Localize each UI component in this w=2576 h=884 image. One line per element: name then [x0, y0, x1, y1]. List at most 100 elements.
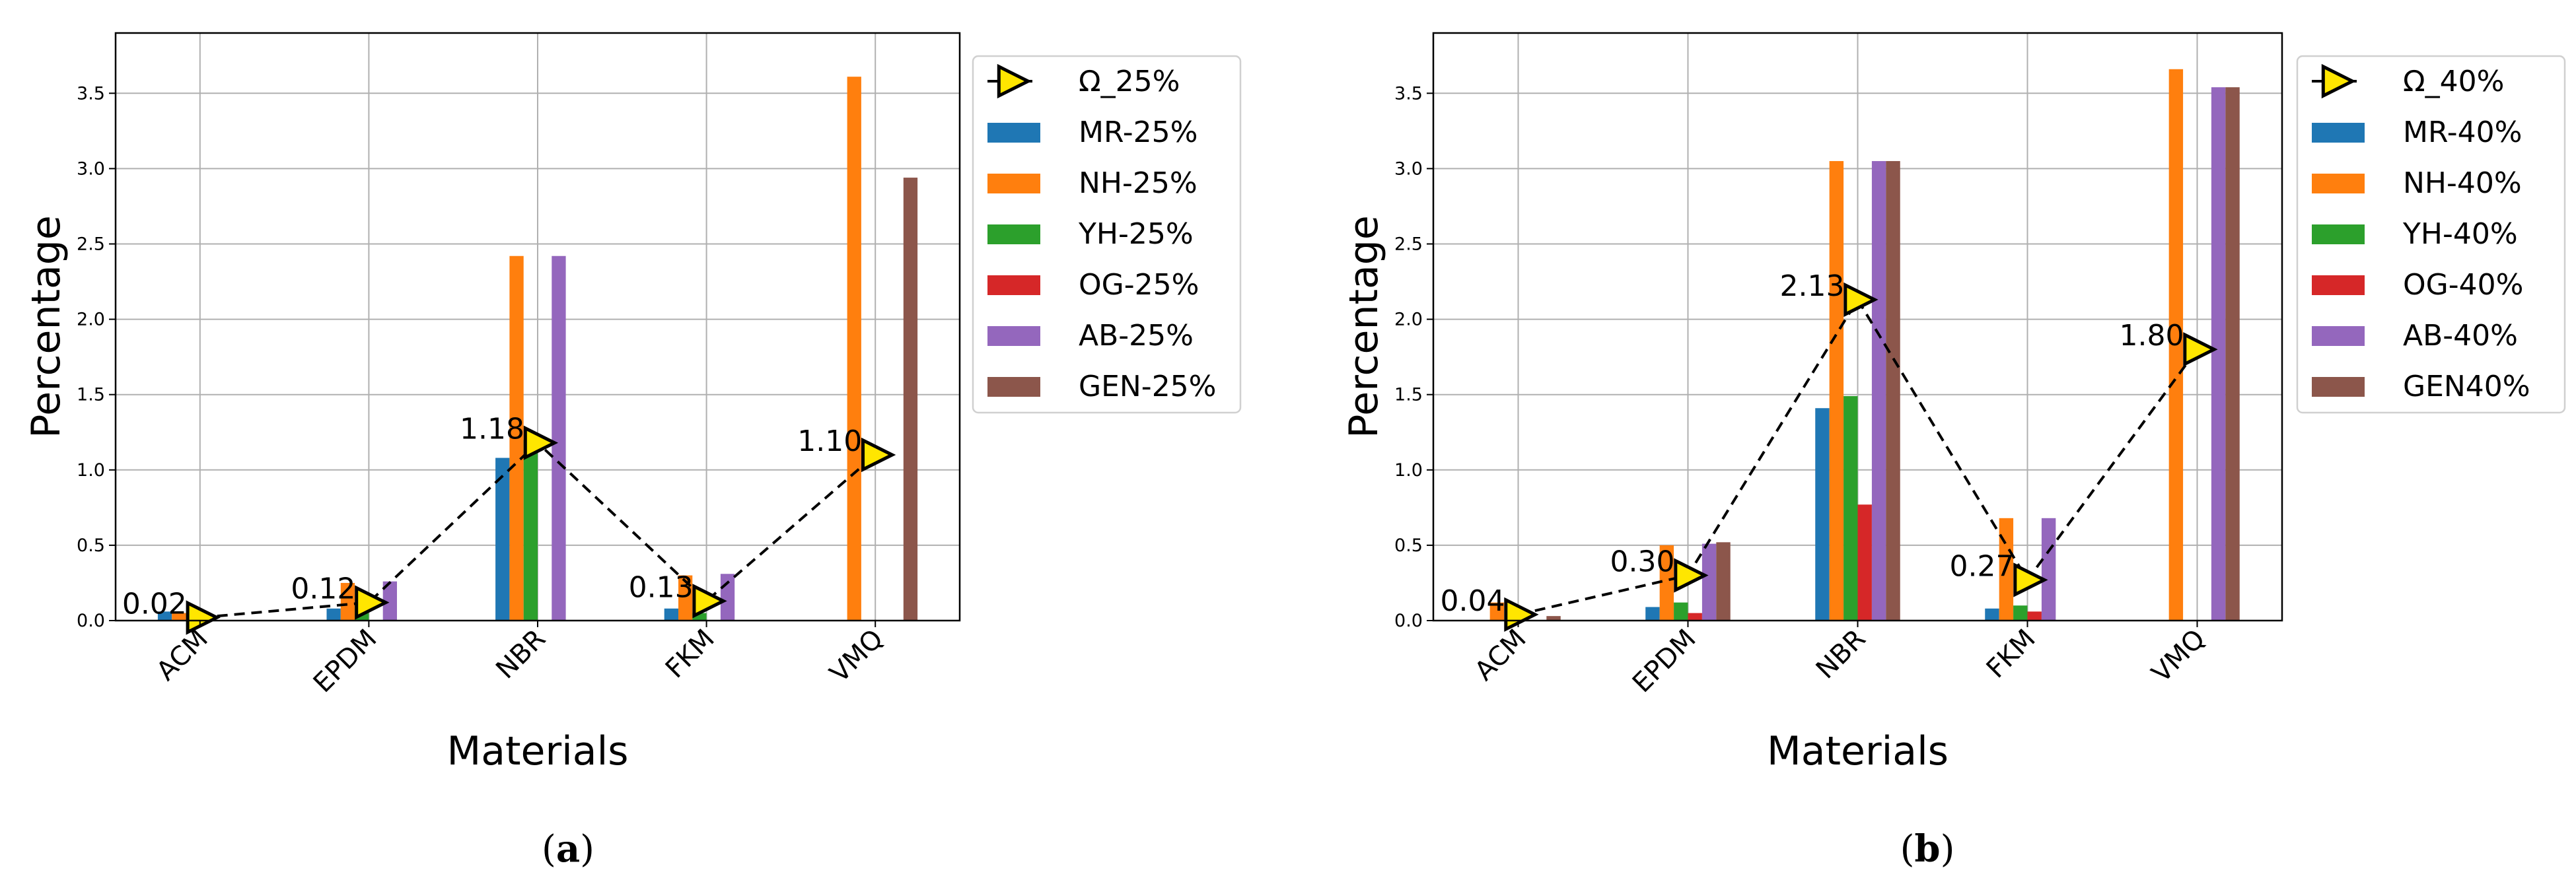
bar-og-nbr	[1857, 504, 1872, 621]
omega-data-label: 0.27	[1950, 549, 2015, 583]
legend-omega-marker	[997, 63, 1032, 99]
bar-mr-epdm	[326, 608, 341, 621]
omega-marker	[692, 584, 727, 619]
legend-label: NH-40%	[2403, 166, 2522, 200]
omega-data-label: 0.02	[122, 587, 187, 621]
bar-yh-epdm	[1674, 602, 1688, 621]
y-axis-title: Percentage	[1341, 215, 1387, 438]
y-tick-label: 1.0	[77, 460, 105, 481]
bar-ab-epdm	[1701, 543, 1717, 621]
x-tick-label: VMQ	[824, 624, 890, 689]
bar-yh-fkm	[692, 613, 707, 621]
x-tick-label: NBR	[1810, 624, 1872, 685]
legend-swatch-yh	[2312, 224, 2365, 244]
legend-label: OG-25%	[1079, 268, 1199, 302]
panel-caption: (b)	[1900, 827, 1955, 871]
y-tick-label: 0.0	[1394, 611, 1423, 631]
omega-data-label: 1.10	[797, 425, 862, 458]
legend-box	[972, 55, 1242, 414]
legend-label: MR-25%	[1079, 116, 1198, 149]
omega-data-label: 1.80	[2120, 319, 2184, 353]
bar-nh-epdm	[1659, 545, 1674, 621]
legend-swatch-ab	[2312, 326, 2365, 346]
omega-marker	[2013, 562, 2048, 597]
y-tick-label: 1.5	[77, 385, 105, 405]
y-tick-label: 0.5	[77, 535, 105, 556]
omega-marker	[1504, 597, 1539, 632]
bar-nh-acm	[172, 613, 186, 621]
bar-nh-vmq	[2168, 69, 2184, 621]
bar-gen-acm	[1546, 616, 1561, 621]
panel-caption: (a)	[542, 827, 594, 871]
legend-label: MR-40%	[2403, 116, 2522, 149]
bar-yh-nbr	[523, 440, 538, 621]
x-tick-label: NBR	[490, 624, 552, 685]
bar-nh-nbr	[509, 255, 524, 621]
omega-data-label: 0.04	[1441, 584, 1505, 618]
y-tick-label: 2.5	[1394, 234, 1423, 254]
y-tick-label: 3.5	[1394, 83, 1423, 104]
legend-label: GEN40%	[2403, 370, 2530, 403]
y-tick-label: 2.0	[1394, 310, 1423, 330]
legend-label: GEN-25%	[1079, 370, 1216, 403]
legend-swatch-mr	[2312, 123, 2365, 143]
y-tick-label: 1.0	[1394, 460, 1423, 481]
legend-swatch-og	[2312, 275, 2365, 295]
legend-label: AB-40%	[2403, 319, 2518, 353]
bar-ab-epdm	[382, 581, 397, 621]
bar-ab-vmq	[2211, 87, 2226, 621]
bar-mr-acm	[157, 611, 172, 621]
chart-panel-b: 0.04 0.30 2.13 0.27 1.80 0.0 0.5 1.0 1.5 2.0 2.5 3.…	[1341, 32, 2566, 871]
legend-swatch-gen	[2312, 377, 2365, 397]
bar-gen-nbr	[1886, 160, 1900, 621]
omega-marker	[186, 600, 221, 635]
y-tick-label: 3.0	[1394, 158, 1423, 179]
legend-label: Ω_25%	[1079, 65, 1180, 98]
bar-nh-vmq	[847, 77, 861, 621]
bar-yh-nbr	[1843, 395, 1858, 621]
x-tick-label: ACM	[1469, 624, 1532, 687]
bar-mr-epdm	[1645, 607, 1660, 621]
bar-nh-fkm	[1999, 518, 2014, 621]
bar-gen-vmq	[2225, 87, 2240, 621]
y-tick-label: 3.5	[77, 83, 105, 104]
bar-ab-nbr	[1871, 160, 1886, 621]
y-tick-label: 3.0	[77, 158, 105, 179]
bar-nh-nbr	[1829, 160, 1844, 621]
bar-mr-nbr	[1815, 408, 1830, 621]
bar-nh-acm	[1489, 602, 1505, 621]
x-tick-label: VMQ	[2146, 624, 2211, 689]
omega-data-label: 0.12	[291, 572, 355, 606]
omega-data-label: 0.30	[1610, 545, 1675, 579]
legend-label: AB-25%	[1079, 319, 1194, 353]
bars	[157, 77, 918, 621]
legend-label: NH-25%	[1079, 166, 1198, 200]
bar-mr-nbr	[495, 458, 510, 621]
bar-gen-vmq	[903, 178, 918, 621]
x-tick-label: EPDM	[1627, 624, 1702, 699]
grid-lines	[116, 33, 960, 621]
omega-marker	[1674, 558, 1709, 593]
bar-nh-epdm	[340, 582, 355, 621]
bar-gen-epdm	[1716, 542, 1731, 621]
bar-ab-fkm	[720, 574, 735, 621]
legend-swatch-og	[987, 275, 1040, 295]
y-tick-label: 2.0	[77, 310, 105, 330]
bar-mr-fkm	[1985, 608, 1999, 621]
legend-omega-marker	[2321, 63, 2357, 99]
omega-data-label: 2.13	[1780, 269, 1845, 303]
legend: Ω_25% MR-25% NH-25% YH-25% OG-25% AB-25% GEN-2…	[972, 55, 1242, 414]
y-tick-label: 2.5	[77, 234, 105, 254]
legend-swatch-ab	[987, 326, 1040, 346]
legend-swatch-nh	[2312, 174, 2365, 193]
bar-ab-fkm	[2041, 518, 2056, 621]
legend-swatch-nh	[987, 174, 1040, 193]
omega-marker	[2183, 332, 2218, 367]
x-tick-label: FKM	[660, 624, 721, 685]
x-axis-title: Materials	[447, 728, 628, 774]
x-tick-label: ACM	[151, 624, 214, 687]
chart-panel-a: 0.02 0.12 1.18 0.13 1.10 0.0 0.5 1.0 1.5 2.0 2.5 3.…	[23, 32, 1242, 871]
bar-og-epdm	[1688, 613, 1702, 621]
x-axis-title: Materials	[1767, 728, 1949, 774]
